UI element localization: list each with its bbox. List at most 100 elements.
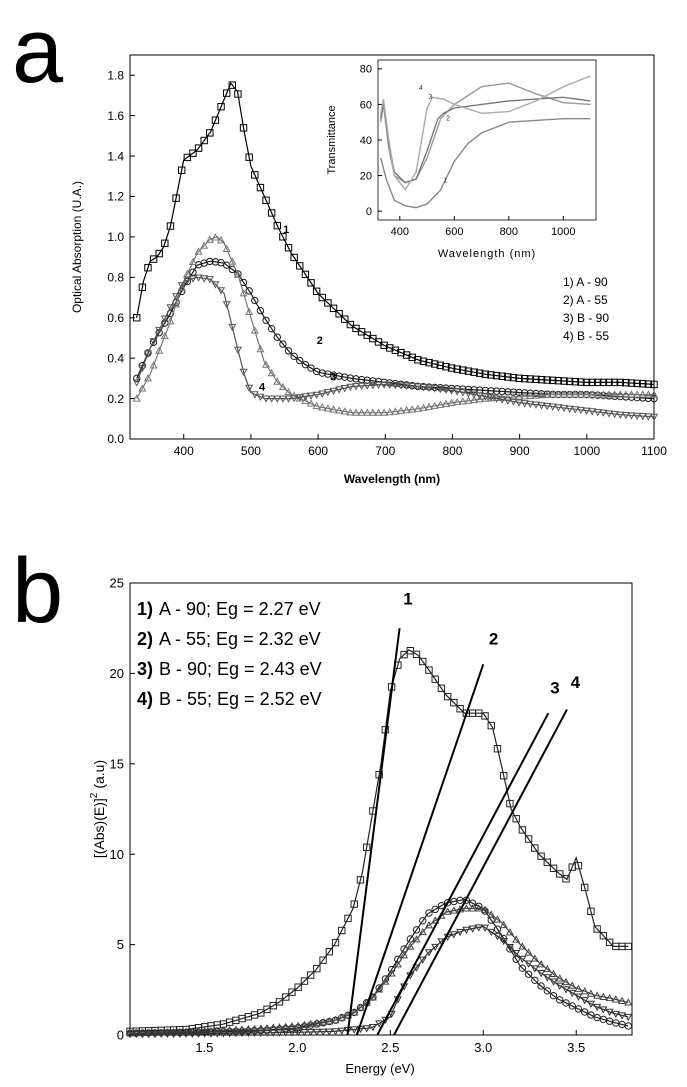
b-point [362,1025,371,1033]
a-point [306,392,316,400]
b-point [338,926,346,935]
b-fit-line-label: 1 [403,590,412,609]
b-point [480,905,490,913]
a-point [346,408,355,416]
a-y-tick-label: 1.0 [107,230,124,244]
a-point [537,375,546,384]
a-point [633,412,642,420]
b-point [624,1013,633,1022]
b-point [456,705,464,713]
b-point [574,993,583,1001]
a-point [453,388,462,396]
a-point [234,90,242,98]
a-point [621,390,630,398]
a-point [217,287,226,295]
inset-series-line [380,96,591,184]
b-point [500,772,508,780]
b-point [300,1029,309,1037]
a-point [318,293,326,302]
b-point [375,770,383,779]
a-point [312,287,321,295]
a-point [509,388,518,396]
a-point [172,293,181,301]
a-point [133,314,141,322]
a-point [279,340,287,348]
b-point [555,974,564,982]
a-point [189,149,197,157]
b-point [163,1030,172,1039]
a-point [172,300,181,308]
a-point [329,387,338,396]
a-point [261,360,271,368]
a-x-tick-label: 700 [375,444,395,458]
a-point [430,385,439,393]
a-point [453,397,462,406]
axis-ticks-a: 400 500 600 700 800 900 1000 11000.00.20.40.60.… [107,68,667,458]
a-point [594,378,602,387]
a-point [340,385,349,393]
b-fit-line [346,628,401,1036]
a-point [548,403,557,411]
a-point [425,384,434,392]
b-point [213,1030,222,1038]
b-legend-entry: 2) A - 55; Eg = 2.32 eV [137,629,321,649]
a-point [296,262,304,270]
b-y-tick-label: 20 [110,666,124,681]
b-series-line [129,925,629,1035]
inset-series-line [380,82,591,184]
b-point [531,844,539,852]
a-point [149,338,158,346]
b-point [475,902,483,910]
inset-series-number-label: 4 [419,85,423,92]
inset-y-tick-label: 40 [360,135,372,147]
b-point [138,1028,147,1036]
a-point [543,376,551,384]
a-point [301,393,310,401]
b-point [505,928,514,936]
a-point [436,361,445,370]
a-y-tick-label: 1.6 [107,109,124,123]
b-point [543,987,552,995]
b-point [325,1017,334,1025]
a-y-tick-label: 0.0 [107,432,124,446]
chart-panel-b: 1.5 2.0 2.5 3.0 3.5 0 5 10 15 20 25 1 2 3 4 Energy (e… [89,576,633,1076]
b-point [412,964,421,972]
a-point [419,403,428,411]
y-axis-label-b-sup: 2 [89,792,100,798]
b-point [487,928,496,937]
a-point [464,367,473,375]
b-x-tick-label: 1.5 [195,1040,213,1055]
a-x-tick-label: 1000 [573,444,600,458]
plot-frame-b [129,582,633,1036]
a-point [470,395,479,404]
a-point [357,375,366,384]
a-point [447,398,456,406]
a-point [492,371,501,380]
a-point [565,377,574,386]
b-legend-number: 3) [137,659,153,679]
a-point [391,407,400,415]
inset-series-2 [380,82,591,184]
b-point [269,1001,277,1010]
a-point [290,253,298,262]
a-point [458,397,467,405]
a-point [206,129,214,137]
a-point [200,136,208,145]
a-point [633,379,641,388]
a-point [515,374,523,382]
a-point [481,393,490,401]
a-point [526,375,535,383]
a-legend-entry: 3) B - 90 [563,311,609,325]
a-point [149,255,158,263]
a-point [565,390,574,398]
b-point [356,876,365,884]
a-point [577,378,585,386]
a-point [177,166,186,174]
a-point [408,405,417,413]
a-point [205,276,214,284]
b-series-4 [125,924,633,1039]
b-point [294,1029,303,1037]
a-point [200,275,209,283]
a-point [649,390,659,398]
